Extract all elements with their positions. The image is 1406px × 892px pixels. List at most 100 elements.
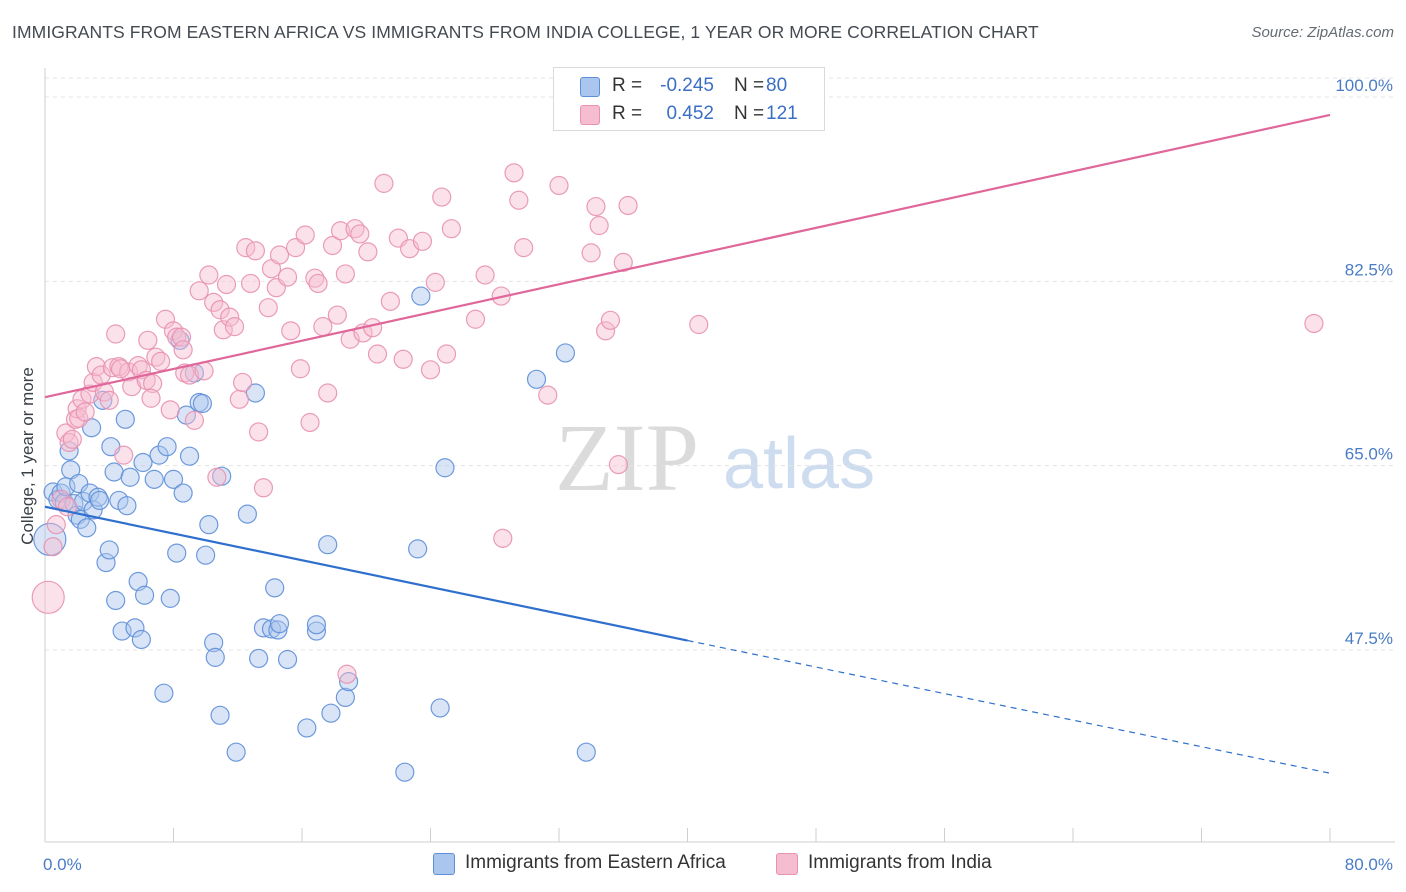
eastern-africa-point	[268, 620, 288, 640]
india-point	[232, 372, 253, 393]
india-point	[380, 291, 400, 311]
india-point	[31, 580, 65, 614]
eastern-africa-point	[335, 687, 355, 708]
india-point	[199, 265, 219, 285]
eastern-africa-point	[179, 446, 200, 466]
legend-row-eastern-africa: R = -0.245 N = 80	[554, 73, 824, 101]
eastern-africa-point	[117, 496, 137, 516]
legend-r-label: R =	[612, 103, 643, 124]
india-point	[106, 324, 126, 344]
eastern-africa-point	[106, 590, 126, 611]
eastern-africa-point	[167, 543, 187, 563]
axis-layer	[44, 68, 1395, 843]
series-legend-swatch-eastern-africa	[433, 853, 455, 875]
india-point	[300, 412, 320, 433]
india-point	[285, 238, 306, 258]
india-point	[138, 330, 158, 350]
eastern-africa-point	[192, 393, 213, 414]
india-point	[295, 225, 315, 245]
trend-layer	[44, 113, 1331, 774]
india-point	[245, 241, 266, 261]
india-point	[204, 292, 224, 312]
india-point	[350, 224, 370, 244]
india-point	[441, 219, 461, 239]
india-point	[249, 422, 269, 442]
india-trend-line	[44, 113, 1331, 399]
y-tick-label: 82.5%	[1345, 260, 1393, 279]
eastern-africa-point	[160, 588, 180, 608]
india-point	[189, 281, 209, 301]
eastern-africa-point	[430, 698, 450, 718]
eastern-africa-point	[133, 452, 153, 473]
india-point	[281, 321, 301, 341]
legend-r-value: 0.452	[666, 103, 714, 124]
india-point	[229, 389, 249, 409]
eastern-africa-point	[249, 648, 269, 669]
india-point	[151, 351, 171, 371]
y-tick-label: 65.0%	[1345, 445, 1393, 464]
india-point	[367, 344, 388, 364]
eastern-africa-point	[338, 671, 359, 692]
india-point	[493, 528, 513, 548]
india-point	[425, 272, 445, 292]
india-point	[269, 245, 290, 265]
india-point	[335, 264, 355, 284]
india-point	[509, 190, 529, 210]
india-point	[504, 163, 524, 183]
india-point	[327, 305, 347, 325]
eastern-africa-point	[104, 462, 124, 482]
eastern-africa-trend-extension	[687, 639, 1331, 774]
india-point	[110, 359, 131, 379]
eastern-africa-point	[163, 469, 184, 489]
india-point	[432, 187, 452, 207]
eastern-africa-point	[199, 515, 219, 535]
eastern-africa-point	[125, 618, 145, 638]
chart-title: IMMIGRANTS FROM EASTERN AFRICA VS IMMIGR…	[12, 22, 1039, 42]
eastern-africa-point	[306, 621, 327, 641]
eastern-africa-point	[411, 286, 431, 306]
india-point	[322, 235, 343, 256]
india-point	[608, 455, 629, 475]
legend-n-label: N =	[734, 75, 765, 96]
india-point	[59, 432, 79, 453]
eastern-africa-point	[154, 683, 174, 703]
y-tick-label: 47.5%	[1345, 629, 1393, 648]
india-point	[207, 467, 227, 487]
eastern-africa-point	[210, 705, 230, 725]
legend-n-value: 80	[766, 75, 788, 96]
india-point	[216, 274, 237, 295]
india-point	[62, 429, 82, 449]
eastern-africa-point	[306, 615, 327, 635]
india-point	[213, 320, 233, 340]
india-point	[102, 358, 123, 378]
label-layer: 47.5% 65.0% 82.5% 100.0% 0.0% 80.0% College, 1…	[18, 76, 1393, 874]
india-point	[258, 298, 278, 318]
eastern-africa-point	[144, 469, 164, 489]
india-point	[538, 385, 558, 405]
india-point	[595, 321, 616, 341]
eastern-africa-point	[526, 369, 547, 389]
india-point	[75, 402, 95, 422]
legend-r-value: -0.245	[660, 75, 714, 96]
series-legend: Immigrants from Eastern Africa Immigrant…	[0, 851, 1406, 877]
india-point	[358, 242, 378, 262]
eastern-africa-point	[77, 518, 97, 538]
eastern-africa-trend-line	[44, 505, 688, 642]
eastern-africa-point	[204, 633, 224, 653]
india-point	[51, 489, 71, 509]
eastern-africa-point	[88, 487, 108, 507]
india-point	[43, 537, 63, 557]
india-point	[465, 309, 486, 329]
india-point	[184, 410, 204, 430]
india-point	[167, 327, 187, 347]
eastern-africa-point	[173, 483, 193, 503]
india-point	[114, 445, 134, 465]
y-axis-title: College, 1 year or more	[18, 367, 37, 545]
india-point	[393, 349, 413, 369]
eastern-africa-point	[90, 490, 110, 511]
grid-layer	[45, 77, 1395, 651]
eastern-africa-point	[435, 458, 455, 478]
eastern-africa-point	[157, 437, 177, 457]
india-point	[475, 265, 495, 285]
